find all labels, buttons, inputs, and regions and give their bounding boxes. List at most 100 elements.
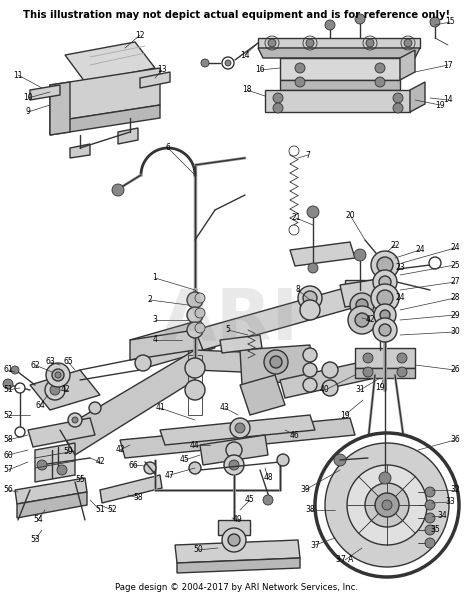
- Circle shape: [393, 103, 403, 113]
- Text: 2: 2: [147, 295, 152, 304]
- Circle shape: [230, 418, 250, 438]
- Text: 37 A: 37 A: [337, 555, 354, 564]
- Text: 51: 51: [95, 506, 105, 515]
- Circle shape: [365, 483, 409, 527]
- Circle shape: [363, 353, 373, 363]
- Text: 27: 27: [450, 277, 460, 286]
- Circle shape: [375, 493, 399, 517]
- Text: 8: 8: [296, 286, 301, 295]
- Text: 58: 58: [133, 494, 143, 503]
- Polygon shape: [50, 68, 160, 122]
- Text: 5: 5: [226, 325, 230, 334]
- Polygon shape: [140, 72, 170, 88]
- Circle shape: [3, 379, 13, 389]
- Circle shape: [277, 454, 289, 466]
- Circle shape: [50, 385, 60, 395]
- Text: 31: 31: [355, 386, 365, 395]
- Polygon shape: [355, 348, 415, 368]
- Text: 61: 61: [3, 365, 13, 374]
- Polygon shape: [130, 330, 195, 360]
- Polygon shape: [258, 38, 420, 48]
- Circle shape: [307, 206, 319, 218]
- Polygon shape: [118, 128, 138, 144]
- Circle shape: [354, 249, 366, 261]
- Text: 10: 10: [23, 93, 33, 102]
- Circle shape: [273, 93, 283, 103]
- Text: 19: 19: [375, 383, 385, 392]
- Polygon shape: [355, 368, 415, 378]
- Text: 14: 14: [443, 95, 453, 104]
- Circle shape: [298, 286, 322, 310]
- Circle shape: [306, 39, 314, 47]
- Circle shape: [289, 225, 299, 235]
- Circle shape: [289, 146, 299, 156]
- Circle shape: [15, 383, 25, 393]
- Text: 24: 24: [450, 244, 460, 253]
- Circle shape: [322, 362, 338, 378]
- Polygon shape: [15, 478, 87, 504]
- Circle shape: [195, 308, 205, 318]
- Polygon shape: [340, 278, 390, 307]
- Polygon shape: [220, 335, 262, 353]
- Circle shape: [228, 534, 240, 546]
- Circle shape: [350, 293, 374, 317]
- Circle shape: [303, 291, 317, 305]
- Polygon shape: [35, 443, 75, 482]
- Polygon shape: [17, 492, 87, 518]
- Polygon shape: [70, 144, 90, 158]
- Circle shape: [300, 300, 320, 320]
- Circle shape: [371, 284, 399, 312]
- Polygon shape: [50, 105, 160, 135]
- Circle shape: [112, 184, 124, 196]
- Circle shape: [185, 380, 205, 400]
- Text: 4: 4: [153, 335, 157, 344]
- Text: 38: 38: [305, 506, 315, 515]
- Polygon shape: [30, 85, 60, 100]
- Text: 55: 55: [75, 476, 85, 485]
- Circle shape: [380, 310, 390, 320]
- Text: 34: 34: [437, 512, 447, 521]
- Polygon shape: [175, 540, 300, 563]
- Circle shape: [11, 366, 19, 374]
- Polygon shape: [195, 350, 310, 375]
- Text: 7: 7: [306, 150, 310, 159]
- Circle shape: [429, 257, 441, 269]
- Polygon shape: [195, 278, 388, 350]
- Circle shape: [397, 367, 407, 377]
- Polygon shape: [130, 320, 215, 368]
- Circle shape: [379, 472, 391, 484]
- Circle shape: [425, 538, 435, 548]
- Text: 46: 46: [290, 431, 300, 440]
- Polygon shape: [290, 242, 355, 266]
- Circle shape: [185, 358, 205, 378]
- Circle shape: [295, 63, 305, 73]
- Circle shape: [425, 500, 435, 510]
- Circle shape: [377, 290, 393, 306]
- Text: 19: 19: [340, 410, 350, 419]
- Circle shape: [315, 433, 459, 577]
- Circle shape: [322, 380, 338, 396]
- Text: 6: 6: [165, 144, 171, 153]
- Text: 19: 19: [435, 101, 445, 110]
- Text: 52: 52: [107, 506, 117, 515]
- Text: 39: 39: [300, 486, 310, 495]
- Circle shape: [366, 39, 374, 47]
- Text: 13: 13: [157, 65, 167, 74]
- Polygon shape: [400, 50, 415, 80]
- Circle shape: [135, 355, 151, 371]
- Text: 3: 3: [153, 316, 157, 325]
- Polygon shape: [177, 558, 300, 573]
- Bar: [188, 355, 202, 415]
- Circle shape: [52, 369, 64, 381]
- Polygon shape: [240, 345, 312, 385]
- Text: 43: 43: [220, 404, 230, 413]
- Text: 26: 26: [450, 365, 460, 374]
- Circle shape: [270, 356, 282, 368]
- Circle shape: [187, 292, 203, 308]
- Circle shape: [268, 39, 276, 47]
- Circle shape: [425, 487, 435, 497]
- Circle shape: [373, 318, 397, 342]
- Circle shape: [72, 417, 78, 423]
- Polygon shape: [200, 435, 268, 465]
- Circle shape: [264, 350, 288, 374]
